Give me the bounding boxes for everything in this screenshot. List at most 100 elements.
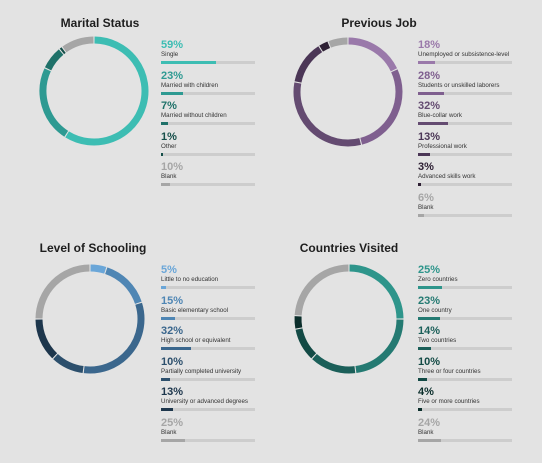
legend-entry: 6% Blank <box>418 192 528 217</box>
chart-title: Previous Job <box>341 16 417 30</box>
legend-bar-track <box>161 122 255 125</box>
legend-entry: 7% Married without children <box>161 100 271 125</box>
legend-label: Married with children <box>161 81 219 89</box>
legend-entry: 5% Little to no education <box>161 264 271 289</box>
donut-slice <box>44 49 64 71</box>
donut-slice <box>35 319 58 359</box>
legend-label: Two countries <box>418 337 457 344</box>
panel-previous-job: Previous Job 18% Unemployed or subsistenc… <box>271 0 542 231</box>
legend-bar-track <box>418 377 512 381</box>
legend-entry: 4% Five or more countries <box>418 387 528 411</box>
legend-entry: 23% Married with children <box>161 69 271 95</box>
legend-entry: 25% Zero countries <box>418 264 528 289</box>
donut-slice <box>105 267 142 304</box>
legend-label: Blank <box>161 173 177 180</box>
legend-percent: 23% <box>161 69 184 82</box>
donut-slice <box>293 82 361 147</box>
chart-title: Level of Schooling <box>39 241 147 255</box>
legend-entry: 10% Partially completed university <box>161 355 271 381</box>
legend-bar-track <box>418 61 512 64</box>
legend-bar-track <box>418 91 512 95</box>
legend-label: Blank <box>161 428 177 436</box>
donut-slice <box>294 264 349 316</box>
legend-percent: 59% <box>161 39 184 51</box>
legend-label: One country <box>418 306 452 314</box>
legend-entry: 59% Single <box>161 39 271 64</box>
legend-label: Other <box>161 142 177 150</box>
legend-bar-fill <box>161 286 166 289</box>
legend-bar-fill <box>418 152 431 156</box>
legend-percent: 3% <box>418 161 434 173</box>
donut-slice <box>328 37 348 48</box>
legend-entry: 32% Blue-collar work <box>418 101 528 125</box>
chart-title: Countries Visited <box>299 241 399 255</box>
legend-entry: 10% Three or four countries <box>418 356 528 381</box>
legend-percent: 10% <box>161 355 184 368</box>
legend-bar-fill <box>418 316 440 320</box>
legend-bar-track <box>418 122 512 125</box>
donut-chart <box>35 264 145 374</box>
legend-percent: 23% <box>418 294 441 307</box>
chart-title: Marital Status <box>60 16 140 30</box>
legend-bar-fill <box>418 286 442 289</box>
legend-bar-track <box>161 152 255 156</box>
panel-level-of-schooling: Level of Schooling 5% Little to no educat… <box>0 231 271 462</box>
donut-slice <box>53 353 84 373</box>
legend-bar-track <box>418 152 512 156</box>
legend-bar-fill <box>161 152 163 156</box>
donut-slice <box>83 302 145 374</box>
legend-entry: 32% High school or equivalent <box>161 326 271 350</box>
legend-label: High school or equivalent <box>161 337 231 344</box>
legend-bar-track <box>161 377 255 381</box>
legend-label: Single <box>161 51 179 58</box>
legend-bar-track <box>161 286 255 289</box>
legend-percent: 18% <box>418 39 441 51</box>
legend-bar-fill <box>418 408 422 411</box>
panel-countries-visited: Countries Visited 25% Zero countries 23% On… <box>271 231 542 462</box>
legend-bar-track <box>418 316 512 320</box>
legend-bar-fill <box>418 183 421 186</box>
legend-bar-track <box>418 213 512 217</box>
legend-percent: 25% <box>418 264 441 276</box>
donut-slice <box>294 46 323 83</box>
legend-entry: 28% Students or unskilled laborers <box>418 69 528 95</box>
legend-label: Advanced skills work <box>418 173 476 180</box>
legend-percent: 7% <box>161 100 177 112</box>
legend-label: Unemployed or subsistence-level <box>418 51 510 58</box>
legend-bar-fill <box>418 438 441 442</box>
legend-percent: 5% <box>161 264 177 276</box>
legend-bar-fill <box>161 122 168 125</box>
legend-bar-track <box>161 61 255 64</box>
donut-chart <box>294 264 404 374</box>
legend-bar-track <box>161 347 255 350</box>
donut-slice <box>294 316 303 329</box>
legend-bar-track <box>418 347 512 350</box>
legend-percent: 13% <box>418 130 441 143</box>
legend-entry: 24% Blank <box>418 417 528 442</box>
legend-bar-fill <box>418 91 445 95</box>
legend-percent: 28% <box>418 69 441 82</box>
legend-entry: 15% Basic elementary school <box>161 294 271 320</box>
legend-entry: 10% Blank <box>161 162 271 186</box>
legend-bar-track <box>161 438 255 442</box>
legend-bar-fill <box>418 61 435 64</box>
legend-percent: 1% <box>161 130 177 143</box>
legend-bar-fill <box>418 347 432 350</box>
donut-slice <box>90 264 107 274</box>
donut-slice <box>312 353 356 374</box>
legend-label: Professional work <box>418 142 467 150</box>
donut-slice <box>319 41 331 52</box>
legend-bar-fill <box>418 122 449 125</box>
legend-bar-track <box>418 286 512 289</box>
legend-bar-fill <box>418 377 428 381</box>
donut-slice <box>59 47 66 55</box>
legend-label: Five or more countries <box>418 398 480 405</box>
legend-label: Students or unskilled laborers <box>418 81 500 89</box>
legend-bar-fill <box>161 91 183 95</box>
legend-percent: 13% <box>161 386 184 398</box>
legend-bar-track <box>161 91 255 95</box>
legend-bar-track <box>161 408 255 411</box>
legend-percent: 15% <box>161 294 184 307</box>
legend-bar-track <box>161 183 255 186</box>
legend-label: Three or four countries <box>418 367 481 375</box>
